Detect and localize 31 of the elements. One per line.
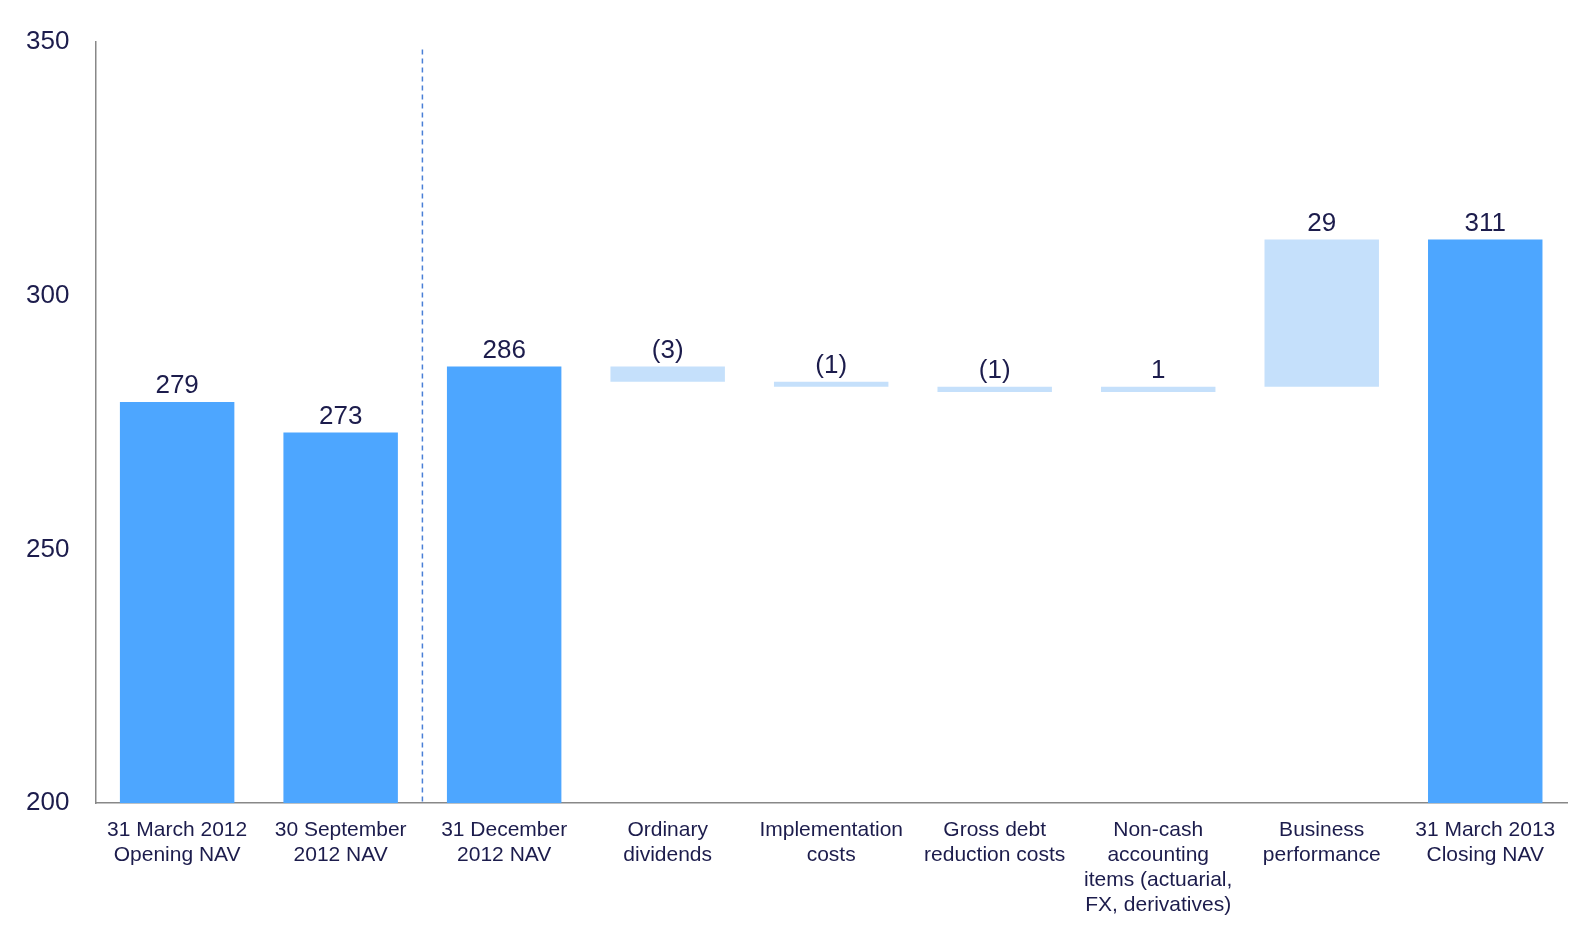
data-label: (3) [651,333,684,364]
data-label: 286 [482,333,526,364]
y-tick-label: 300 [25,278,70,309]
y-tick-label: 250 [25,532,70,563]
bar [446,366,562,804]
x-tick-label: Business performance [1262,816,1381,865]
data-label: 1 [1150,354,1166,385]
data-label: 279 [155,369,199,400]
x-tick-label: 31 March 2012 Opening NAV [107,816,248,865]
bar [1100,386,1216,392]
x-tick-label: Ordinary dividends [623,816,713,865]
bar [119,402,235,804]
data-label: (1) [978,354,1011,385]
bar [283,432,398,804]
y-tick-label: 350 [25,24,70,55]
data-label: 273 [318,399,363,430]
x-tick-label: Non-cash accounting items (actuarial, FX, derivatives) [1084,816,1233,916]
x-tick-label: Implementation costs [759,816,903,865]
bar [773,381,889,387]
data-label: 311 [1464,206,1506,237]
x-tick-label: 31 December 2012 NAV [441,816,568,865]
bar [1264,239,1379,387]
x-tick-label: Gross debt reduction costs [924,816,1066,865]
y-tick-label: 200 [25,786,70,817]
bar [1428,239,1543,804]
bar [937,386,1052,392]
data-label: (1) [815,348,848,379]
x-tick-label: 30 September 2012 NAV [274,816,407,865]
data-label: 29 [1307,206,1337,237]
bar [610,366,725,382]
x-tick-label: 31 March 2013 Closing NAV [1415,816,1556,865]
